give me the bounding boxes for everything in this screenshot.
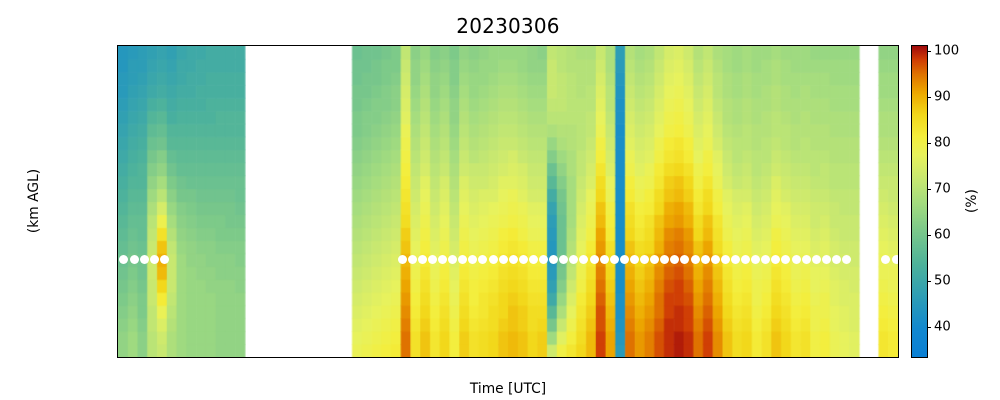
y-tick	[117, 309, 118, 310]
x-tick	[705, 357, 706, 358]
axes-tick-layer: 0.00.51.01.52.02.53.003:0006:0009:0012:0…	[118, 46, 898, 357]
y-axis-label: (km AGL)	[26, 168, 42, 234]
colorbar-gradient	[912, 46, 927, 357]
heatmap-image	[118, 46, 898, 357]
colorbar-tick	[927, 96, 931, 98]
x-axis-label: Time [UTC]	[469, 381, 547, 397]
colorbar-tick-label: 60	[934, 227, 951, 243]
y-tick	[117, 209, 118, 210]
colorbar-tick-label: 100	[934, 43, 960, 59]
colorbar-tick	[927, 142, 931, 144]
colorbar-tick	[927, 234, 931, 236]
colorbar-tick	[927, 280, 931, 282]
colorbar-tick-label: 70	[934, 181, 951, 197]
y-tick	[117, 259, 118, 260]
x-tick	[411, 357, 412, 358]
y-tick	[117, 159, 118, 160]
colorbar[interactable]: 40 50 60 70 80 90 100	[911, 43, 959, 358]
colorbar-tick-label: 40	[934, 319, 951, 335]
colorbar-tick-label: 90	[934, 89, 951, 105]
y-tick	[117, 59, 118, 60]
colorbar-tick-label: 80	[934, 135, 951, 151]
x-tick	[509, 357, 510, 358]
chart-title: 20230306	[456, 14, 560, 38]
colorbar-tick	[927, 188, 931, 190]
y-tick	[117, 109, 118, 110]
colorbar-tick	[927, 50, 931, 52]
x-tick	[216, 357, 217, 358]
x-tick	[314, 357, 315, 358]
colorbar-tick-label: 50	[934, 273, 951, 289]
colorbar-tick	[927, 326, 931, 328]
x-tick	[802, 357, 803, 358]
colorbar-tick-layer: 40 50 60 70 80 90 100	[912, 43, 959, 357]
heatmap-axes[interactable]: 0.00.51.01.52.02.53.003:0006:0009:0012:0…	[117, 45, 899, 358]
colorbar-label: (%)	[964, 189, 980, 213]
x-tick	[607, 357, 608, 358]
